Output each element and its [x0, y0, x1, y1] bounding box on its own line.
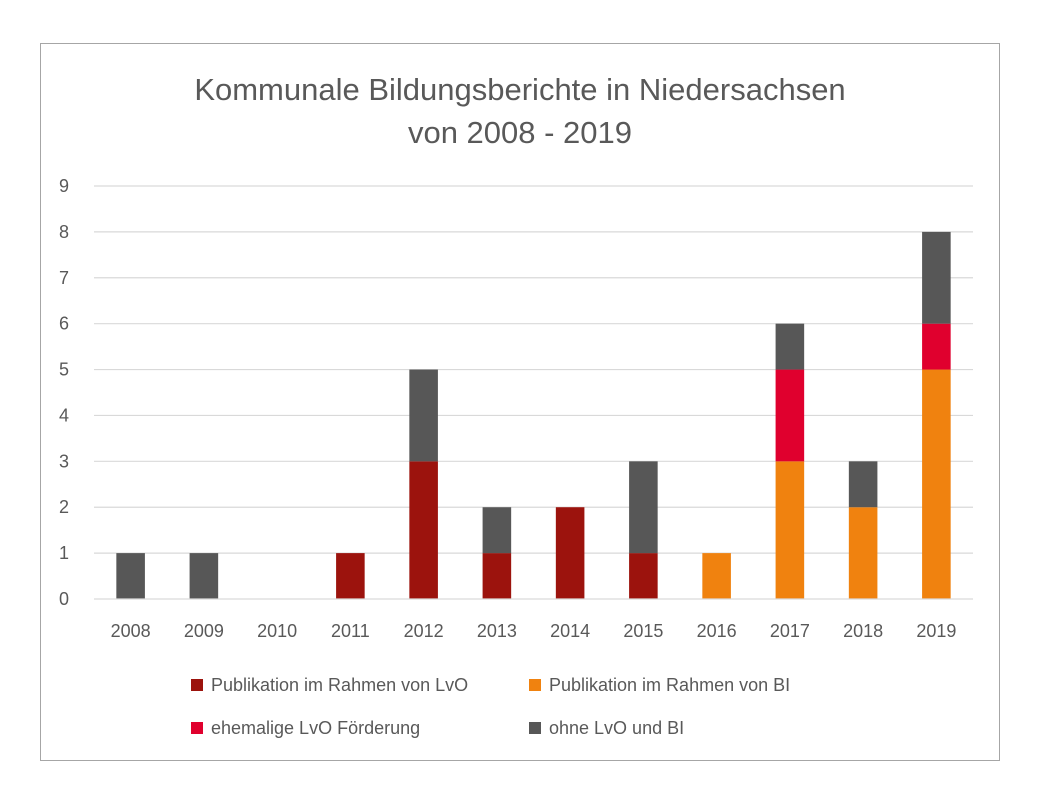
bar-segment: [775, 461, 805, 599]
bar-segment: [409, 461, 438, 599]
y-tick-label: 7: [59, 268, 69, 288]
y-tick-label: 1: [59, 543, 69, 563]
legend: Publikation im Rahmen von LvO Publikation…: [191, 675, 790, 738]
x-tick-label: 2009: [184, 621, 224, 641]
bar-segment: [775, 323, 805, 370]
gridlines: [94, 185, 973, 554]
bar-segment: [922, 323, 951, 370]
legend-item: Publikation im Rahmen von LvO: [191, 675, 468, 695]
x-tick-label: 2016: [697, 621, 737, 641]
y-tick-label: 4: [59, 405, 69, 425]
y-tick-label: 8: [59, 222, 69, 242]
y-tick-label: 0: [59, 589, 69, 609]
x-tick-label: 2015: [623, 621, 663, 641]
x-axis-ticks: 2008 2009 2010 2011 2012 2013 2014 2015 2016 2017…: [111, 621, 957, 641]
y-tick-label: 3: [59, 451, 69, 471]
y-tick-label: 2: [59, 497, 69, 517]
bar-segment: [116, 553, 145, 599]
chart: Kommunale Bildungsberichte in Niedersach…: [59, 72, 973, 738]
legend-label: ehemalige LvO Förderung: [211, 718, 420, 738]
x-tick-label: 2010: [257, 621, 297, 641]
x-tick-label: 2019: [916, 621, 956, 641]
y-tick-label: 5: [59, 360, 69, 380]
legend-swatch: [191, 722, 203, 734]
bar-segment: [336, 553, 365, 599]
bar-segment: [848, 461, 878, 508]
bar-segment: [848, 507, 878, 599]
chart-title-line-1: Kommunale Bildungsberichte in Niedersach…: [194, 72, 845, 107]
legend-item: Publikation im Rahmen von BI: [529, 675, 790, 695]
x-tick-label: 2008: [111, 621, 151, 641]
bar-segment: [629, 461, 658, 554]
legend-swatch: [191, 679, 203, 691]
y-axis-ticks: 0 1 2 3 4 5 6 7 8 9: [59, 176, 69, 609]
chart-frame: Kommunale Bildungsberichte in Niedersach…: [40, 43, 1000, 761]
bar-segment: [555, 507, 585, 599]
x-tick-label: 2013: [477, 621, 517, 641]
bar-segment: [775, 369, 805, 462]
bars: [116, 231, 951, 599]
x-tick-label: 2014: [550, 621, 590, 641]
bar-segment: [702, 553, 731, 599]
x-tick-label: 2012: [404, 621, 444, 641]
y-tick-label: 6: [59, 314, 69, 334]
legend-label: Publikation im Rahmen von BI: [549, 675, 790, 695]
legend-item: ohne LvO und BI: [529, 718, 684, 738]
legend-swatch: [529, 722, 541, 734]
bar-segment: [629, 553, 658, 599]
x-tick-label: 2011: [331, 621, 370, 641]
bar-segment: [189, 553, 219, 599]
x-tick-label: 2018: [843, 621, 883, 641]
bar-segment: [922, 369, 951, 599]
bar-segment: [409, 369, 438, 462]
bar-segment: [922, 231, 951, 324]
chart-title-line-2: von 2008 - 2019: [408, 115, 632, 150]
legend-item: ehemalige LvO Förderung: [191, 718, 420, 738]
legend-swatch: [529, 679, 541, 691]
bar-segment: [482, 507, 512, 554]
legend-label: ohne LvO und BI: [549, 718, 684, 738]
x-tick-label: 2017: [770, 621, 810, 641]
legend-label: Publikation im Rahmen von LvO: [211, 675, 468, 695]
bar-segment: [482, 553, 512, 599]
y-tick-label: 9: [59, 176, 69, 196]
